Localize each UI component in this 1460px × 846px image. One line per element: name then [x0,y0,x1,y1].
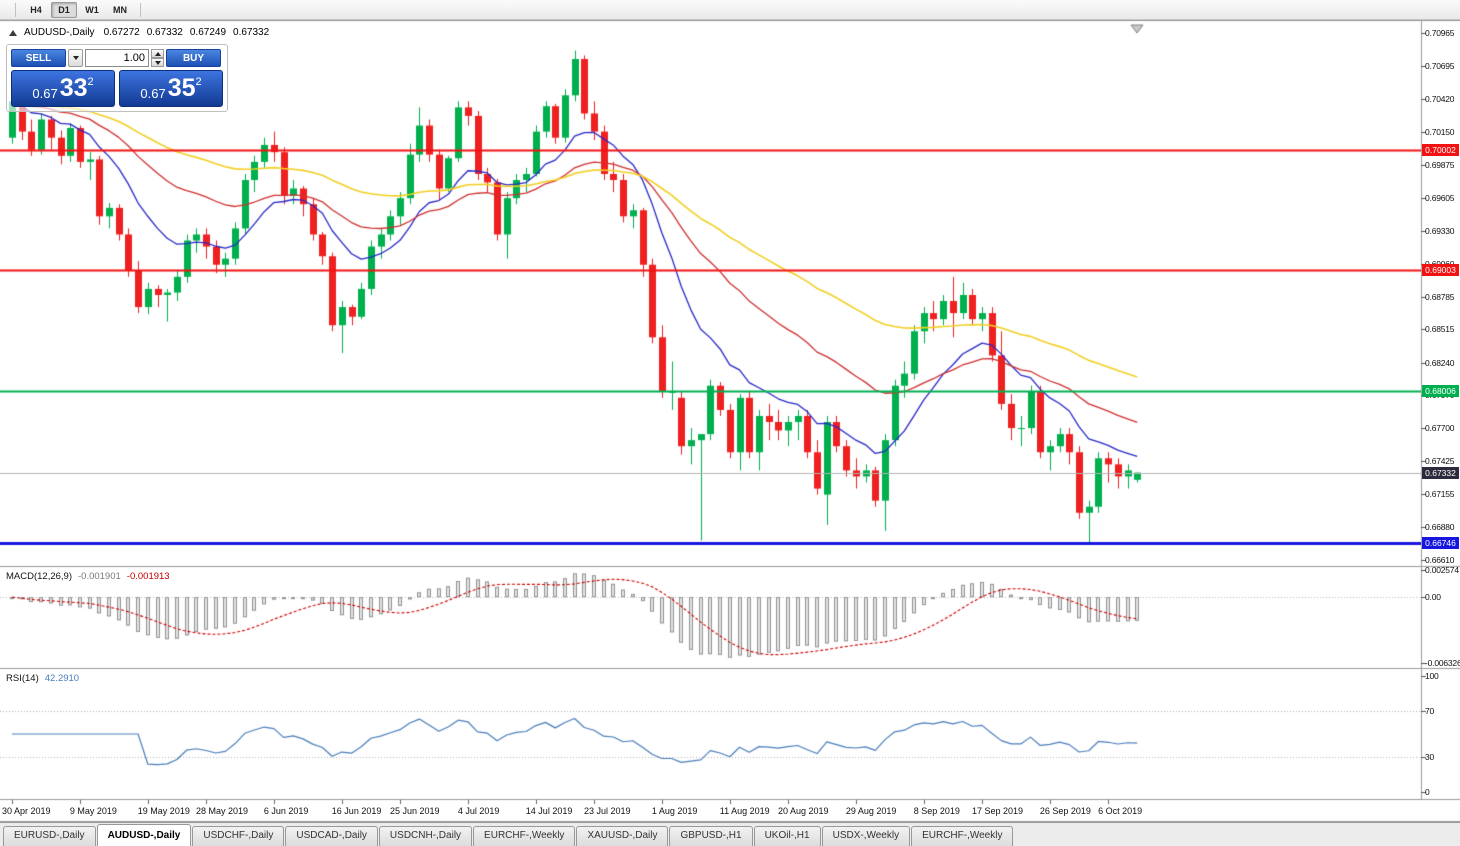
rsi-value: 42.2910 [44,673,80,684]
rsi-name: RSI(14) [6,673,39,684]
buy-price-button[interactable]: 0.67 35 2 [119,70,223,107]
rsi-indicator-label: RSI(14) 42.2910 [6,673,79,684]
volume-increase-button[interactable] [151,49,164,58]
volume-decrease-button[interactable] [151,58,164,67]
chart-tab-gbpusd-h1[interactable]: GBPUSD-,H1 [669,826,753,846]
buy-price-prefix: 0.67 [140,85,166,101]
macd-value-1: -0.001901 [78,571,121,582]
ohlc-open: 0.67272 [103,27,140,38]
buy-price-pips: 35 [167,74,196,102]
chart-title-bar: AUDUSD-,Daily 0.67272 0.67332 0.67249 0.… [9,27,269,38]
chart-tab-eurchf-weekly[interactable]: EURCHF-,Weekly [911,826,1014,846]
ohlc-close: 0.67332 [233,27,270,38]
sell-price-point: 2 [87,76,94,88]
chart-tab-audusd-daily[interactable]: AUDUSD-,Daily [96,824,192,846]
chart-tab-usdcad-daily[interactable]: USDCAD-,Daily [285,826,378,846]
chart-tab-ukoil-h1[interactable]: UKOil-,H1 [753,826,821,846]
chart-tab-usdx-weekly[interactable]: USDX-,Weekly [821,826,911,846]
buy-button[interactable]: BUY [166,49,221,67]
one-click-trading-panel: SELL BUY 0.67 33 2 0.67 35 2 [6,44,228,112]
toolbar-separator [15,2,16,17]
sell-button[interactable]: SELL [11,49,66,67]
timeframe-buttons-group: H4 D1 W1 MN [23,1,133,18]
volume-input[interactable] [85,49,149,67]
chart-tab-usdcnh-daily[interactable]: USDCNH-,Daily [378,826,473,846]
chart-tab-eurusd-daily[interactable]: EURUSD-,Daily [3,826,96,846]
chart-tabs-bar: EURUSD-,Daily AUDUSD-,Daily USDCHF-,Daily U… [0,822,1460,846]
macd-indicator-label: MACD(12,26,9) -0.001901 -0.001913 [6,571,170,582]
ohlc-low: 0.67249 [189,27,227,38]
timeframe-button-d1[interactable]: D1 [51,1,77,18]
ohlc-high: 0.67332 [146,27,183,38]
toolbar-separator [140,2,141,17]
chart-tab-xauusd-daily[interactable]: XAUUSD-,Daily [576,826,669,846]
sell-price-button[interactable]: 0.67 33 2 [11,70,115,107]
symbol-title: AUDUSD-,Daily [24,27,95,38]
macd-name: MACD(12,26,9) [6,571,72,582]
buy-price-point: 2 [195,76,202,88]
dropdown-arrow-icon [72,56,79,60]
timeframe-button-mn[interactable]: MN [107,2,133,18]
step-up-icon [154,51,161,56]
sell-price-prefix: 0.67 [32,85,58,101]
volume-dropdown-button[interactable] [68,49,83,67]
step-down-icon [154,60,161,65]
volume-stepper [151,49,164,67]
trade-panel-collapse-icon[interactable] [9,29,17,36]
timeframe-button-h4[interactable]: H4 [23,2,49,18]
chart-tab-eurchf-weekly[interactable]: EURCHF-,Weekly [473,826,576,846]
timeframe-button-w1[interactable]: W1 [79,2,105,18]
price-chart-canvas[interactable] [0,20,1460,822]
chart-tab-usdchf-daily[interactable]: USDCHF-,Daily [192,826,285,846]
timeframe-toolbar: H4 D1 W1 MN [0,0,1460,20]
sell-price-pips: 33 [59,74,88,102]
macd-value-2: -0.001913 [126,571,170,582]
